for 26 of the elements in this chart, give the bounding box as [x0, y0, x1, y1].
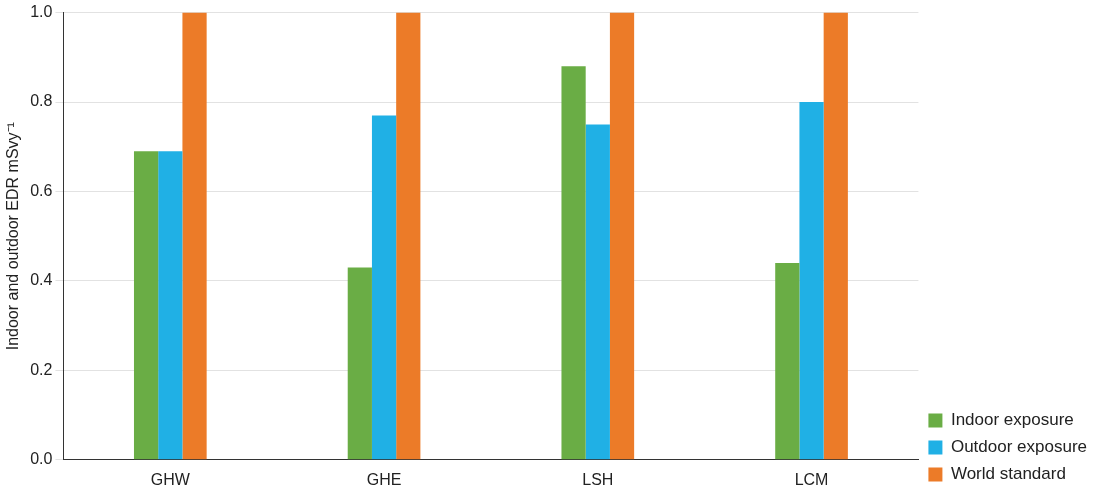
- y-tick-label: 0.4: [30, 271, 53, 289]
- y-tick-label: 0.6: [30, 181, 53, 199]
- bar: [799, 102, 824, 460]
- y-tick-label: 1.0: [30, 3, 53, 21]
- bar: [396, 12, 421, 460]
- x-tick-label: LSH: [582, 470, 614, 488]
- legend-label: Outdoor exposure: [950, 437, 1088, 457]
- legend-label: Indoor exposure: [950, 410, 1074, 430]
- bar: [133, 151, 159, 460]
- bar: [561, 66, 586, 460]
- x-tick-label: GHE: [366, 470, 402, 488]
- y-tick-label: 0.8: [30, 92, 53, 110]
- y-axis-title: Indoor and outdoor EDR mSvy⁻¹: [4, 122, 22, 351]
- bar: [182, 12, 207, 460]
- y-tick-label: 0.2: [30, 360, 53, 378]
- bar: [585, 124, 610, 460]
- bar: [371, 115, 397, 460]
- y-tick-label: 0.0: [30, 450, 53, 468]
- bar: [775, 263, 800, 460]
- legend-label: World standard: [950, 464, 1066, 484]
- bar: [823, 12, 848, 460]
- bar: [347, 267, 372, 460]
- bar: [609, 12, 635, 460]
- bar: [158, 151, 183, 460]
- x-tick-label: GHW: [150, 470, 191, 488]
- x-tick-label: LCM: [794, 470, 829, 488]
